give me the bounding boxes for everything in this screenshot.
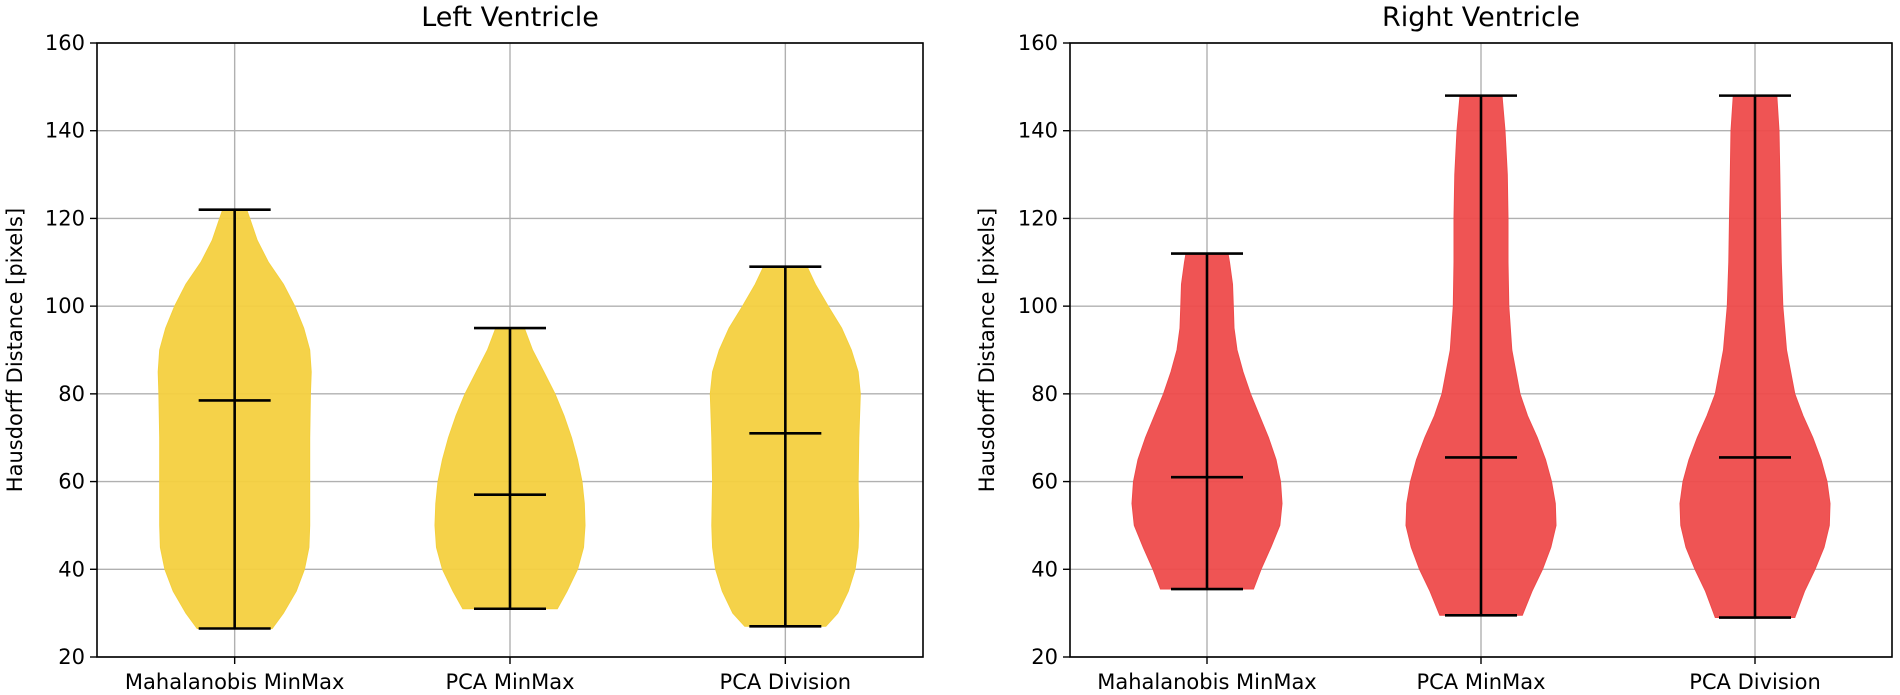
x-tick-label: PCA Division: [1689, 670, 1821, 694]
y-tick-label: 160: [1018, 31, 1058, 55]
y-tick-label: 40: [1031, 557, 1058, 581]
y-tick-label: 60: [58, 470, 85, 494]
y-tick-label: 40: [58, 557, 85, 581]
y-tick-label: 20: [1031, 645, 1058, 669]
chart-title: Right Ventricle: [1382, 2, 1580, 33]
x-tick-label: Mahalanobis MinMax: [1097, 670, 1317, 694]
y-axis-label: Hausdorff Distance [pixels]: [975, 208, 999, 492]
x-tick-label: PCA Division: [720, 670, 852, 694]
chart-title: Left Ventricle: [421, 2, 599, 33]
y-tick-label: 100: [45, 294, 85, 318]
y-tick-label: 20: [58, 645, 85, 669]
y-tick-label: 140: [1018, 119, 1058, 143]
y-tick-label: 60: [1031, 470, 1058, 494]
x-tick-label: PCA MinMax: [445, 670, 574, 694]
y-tick-label: 160: [45, 31, 85, 55]
y-axis-label: Hausdorff Distance [pixels]: [3, 208, 27, 492]
y-tick-label: 120: [1018, 206, 1058, 230]
y-tick-label: 100: [1018, 294, 1058, 318]
left-ventricle-panel: 20 40 60 80 100 120 140 160 Mahalanobis MinMax PC…: [3, 2, 924, 694]
right-ventricle-panel: 20 40 60 80 100 120 140 160 Mahalanobis MinMax PC…: [975, 2, 1893, 694]
y-tick-label: 80: [1031, 382, 1058, 406]
y-tick-label: 120: [45, 206, 85, 230]
y-tick-label: 140: [45, 119, 85, 143]
y-tick-label: 80: [58, 382, 85, 406]
x-tick-label: Mahalanobis MinMax: [125, 670, 345, 694]
x-tick-label: PCA MinMax: [1416, 670, 1545, 694]
